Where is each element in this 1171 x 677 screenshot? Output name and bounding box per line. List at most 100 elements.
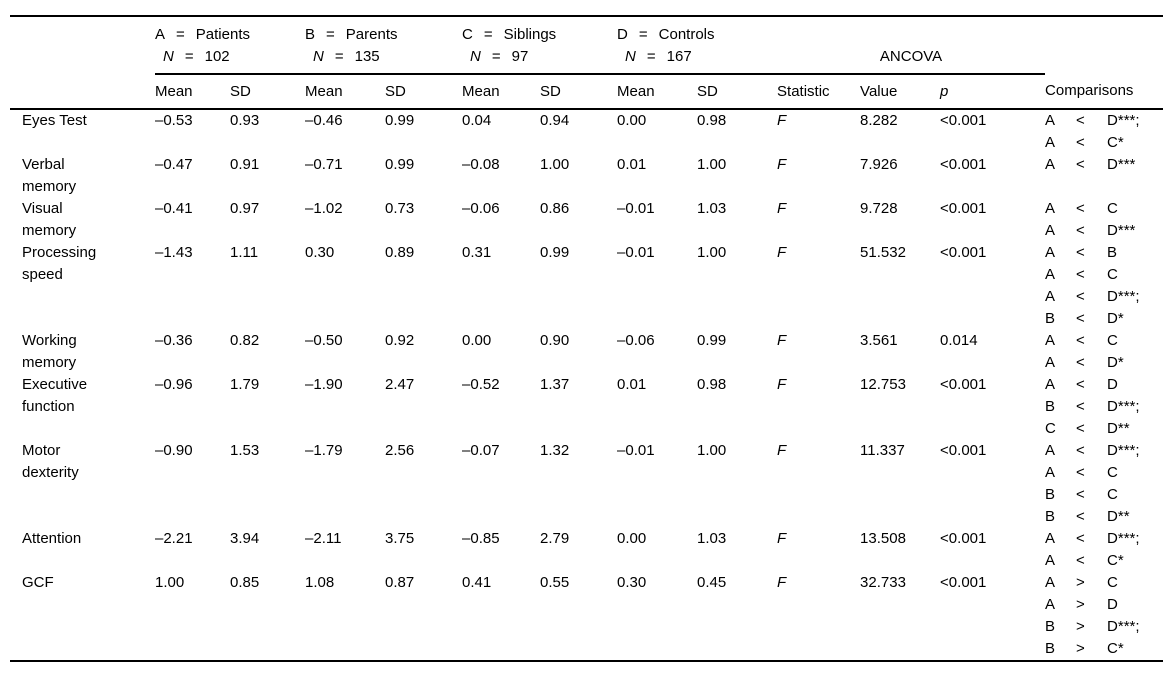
n-value: 167	[666, 48, 692, 65]
statistic-cell: F	[777, 574, 787, 591]
f-value-cell: 51.532	[860, 244, 906, 261]
comparison-operator: <	[1076, 398, 1085, 415]
col-header-mean: Mean	[305, 74, 386, 110]
stat-value-cell: 0.98	[697, 376, 727, 393]
comparison-right: D**	[1107, 420, 1130, 437]
stat-value-cell: 0.00	[617, 112, 647, 129]
ancova-header: ANCOVA	[777, 46, 1046, 75]
stat-value-cell: 0.92	[385, 332, 415, 349]
comparison-left: B	[1045, 618, 1056, 635]
spacer-cell	[777, 16, 1163, 46]
col-header-mean: Mean	[617, 74, 698, 110]
spacer-cell	[10, 16, 155, 46]
test-name-line: memory	[22, 222, 77, 239]
comparison-line: B < D***;	[1045, 396, 1163, 418]
comparison-line: A < D***	[1045, 154, 1163, 176]
n-symbol: N	[313, 48, 324, 65]
comparison-operator: <	[1076, 486, 1085, 503]
table-row: GCF 1.00 0.85 1.08 0.87 0.41 0.55 0.30 0.45 F 32.7…	[10, 572, 1163, 661]
stat-value-cell: 0.86	[540, 200, 570, 217]
comparison-left: A	[1045, 112, 1056, 129]
comparison-operator: <	[1076, 420, 1085, 437]
comparison-operator: <	[1076, 310, 1085, 327]
comparison-right: D	[1107, 376, 1118, 393]
comparison-right: B	[1107, 244, 1118, 261]
statistic-cell: F	[777, 332, 787, 349]
comparison-operator: <	[1076, 200, 1085, 217]
comparison-left: A	[1045, 244, 1056, 261]
comparison-line: A < D***;	[1045, 440, 1163, 462]
comparison-right: C	[1107, 200, 1118, 217]
group-letter: D	[617, 26, 628, 43]
f-value-cell: 9.728	[860, 200, 898, 217]
stat-value-cell: 2.56	[385, 442, 415, 459]
stat-value-cell: –1.02	[305, 200, 343, 217]
comparison-right: D***	[1107, 222, 1136, 239]
stat-value-cell: –0.52	[462, 376, 500, 393]
test-name-line: memory	[22, 178, 77, 195]
comparison-right: C*	[1107, 640, 1124, 657]
stat-value-cell: 0.82	[230, 332, 260, 349]
stat-value-cell: 3.94	[230, 530, 260, 547]
stat-value-cell: 1.03	[697, 200, 727, 217]
ancova-results-table: A = Patients B = Parents C = Siblings D = Contro…	[10, 15, 1164, 662]
group-label-d: D = Controls	[617, 16, 777, 46]
comparison-left: A	[1045, 200, 1056, 217]
comparison-line: A < D*	[1045, 352, 1163, 374]
comparison-right: D***;	[1107, 530, 1140, 547]
stat-value-cell: –0.08	[462, 156, 500, 173]
col-header-mean: Mean	[462, 74, 541, 110]
comparison-left: A	[1045, 156, 1056, 173]
f-value-cell: 12.753	[860, 376, 906, 393]
stat-value-cell: 0.01	[617, 376, 647, 393]
stat-value-cell: 0.30	[305, 244, 335, 261]
p-value-cell: <0.001	[940, 442, 987, 459]
statistic-cell: F	[777, 156, 787, 173]
group-label-a: A = Patients	[155, 16, 305, 46]
p-value-cell: <0.001	[940, 112, 987, 129]
group-n-d: N = 167	[617, 46, 778, 75]
stat-value-cell: 1.00	[697, 156, 727, 173]
stat-value-cell: 1.37	[540, 376, 570, 393]
comparison-left: A	[1045, 354, 1056, 371]
comparison-operator: >	[1076, 618, 1085, 635]
test-name: Motor dexterity	[10, 440, 155, 528]
col-header-sd: SD	[230, 74, 306, 110]
comparison-operator: <	[1076, 332, 1085, 349]
stat-value-cell: 0.41	[462, 574, 492, 591]
spacer-cell	[10, 74, 155, 110]
table-row: Motor dexterity –0.90 1.53 –1.79 2.56 –0.07 1.3…	[10, 440, 1163, 528]
stat-value-cell: 0.55	[540, 574, 570, 591]
comparison-line: B > D***;	[1045, 616, 1163, 638]
comparison-right: C	[1107, 266, 1118, 283]
stat-value-cell: –1.79	[305, 442, 343, 459]
stat-value-cell: 1.32	[540, 442, 570, 459]
comparison-left: A	[1045, 442, 1056, 459]
equals-sign: =	[176, 26, 185, 43]
stat-value-cell: 1.00	[697, 244, 727, 261]
statistic-cell: F	[777, 376, 787, 393]
comparison-right: D***;	[1107, 442, 1140, 459]
group-n-b: N = 135	[305, 46, 463, 75]
test-name: Processing speed	[10, 242, 155, 330]
test-name: Visual memory	[10, 198, 155, 242]
col-header-value: Value	[860, 74, 941, 110]
f-value-cell: 13.508	[860, 530, 906, 547]
comparison-operator: <	[1076, 530, 1085, 547]
spacer-cell	[1045, 46, 1163, 74]
comparison-line: A > D	[1045, 594, 1163, 616]
comparison-left: A	[1045, 266, 1056, 283]
comparison-line: A < D***	[1045, 220, 1163, 242]
table-row: Verbal memory –0.47 0.91 –0.71 0.99 –0.08 1.00 0…	[10, 154, 1163, 198]
stat-value-cell: –0.50	[305, 332, 343, 349]
stat-value-cell: 1.53	[230, 442, 260, 459]
equals-sign: =	[491, 48, 501, 65]
test-name-line: Eyes Test	[22, 112, 87, 129]
comparison-line: A < D	[1045, 374, 1163, 396]
comparison-operator: >	[1076, 574, 1085, 591]
comparison-operator: <	[1076, 354, 1085, 371]
comparison-right: D	[1107, 596, 1118, 613]
test-name-line: memory	[22, 354, 77, 371]
comparison-operator: <	[1076, 288, 1085, 305]
stat-value-cell: –0.53	[155, 112, 193, 129]
